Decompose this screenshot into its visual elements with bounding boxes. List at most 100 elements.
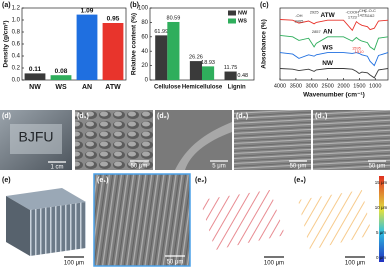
value-label: 80.59 (167, 15, 181, 21)
panel-label: (c) (260, 2, 269, 9)
sem-feature (175, 122, 232, 170)
transparent-wood (10, 124, 62, 154)
annotation: 1595 (352, 45, 362, 50)
series-label: ATW (320, 12, 335, 19)
y-tick-label: 1.2 (12, 6, 21, 12)
colorbar-label: 5 μm (376, 230, 386, 235)
panel-e2: (e₂) 100 μm (193, 174, 290, 267)
y-tick-label: 20 (141, 63, 148, 69)
panel-label: (d₄) (315, 113, 327, 120)
panel-label: (d₁) (77, 113, 89, 120)
x-tick-label: 3500 (290, 83, 302, 89)
y-tick-label: 40 (141, 49, 148, 55)
x-tick-label: Lignin (228, 85, 246, 91)
value-label: 11.75 (224, 65, 237, 71)
colorbar-label: 10 μm (375, 205, 388, 210)
spectrum-line (279, 34, 389, 51)
value-label: 1.09 (81, 7, 94, 14)
y-axis-label: Absorbance (%) (261, 19, 268, 68)
sem-image (155, 110, 232, 170)
panel-d4: (d₄) 50 μm (313, 110, 390, 170)
plot-frame (279, 7, 389, 81)
sem-image (234, 110, 311, 170)
x-tick-label: 1000 (369, 83, 381, 89)
y-tick-label: 0 (145, 78, 149, 84)
cube-front (30, 202, 86, 256)
bar (155, 35, 168, 80)
scale-text: 100 μm (64, 261, 84, 267)
series-label: AN (323, 29, 333, 36)
series-label: NW (322, 60, 334, 67)
x-tick-label: AN (82, 84, 92, 91)
annotation: 1162 (366, 13, 375, 18)
x-tick-label: Cellulose (154, 85, 181, 91)
scale-text: 50 μm (167, 260, 184, 266)
bar (50, 75, 72, 80)
scale-text: 100 μm (345, 261, 365, 267)
legend-label: NW (238, 10, 248, 16)
y-tick-label: 1.0 (12, 18, 21, 24)
render (298, 190, 372, 250)
scale-text: 100 μm (264, 261, 284, 267)
bar (224, 71, 237, 80)
annotation: 1723 (348, 14, 358, 19)
photo-text: BJFU (19, 129, 54, 145)
panel-label: (e) (2, 177, 11, 184)
panel-d3: (d₃) 50 μm (234, 110, 311, 170)
colorbar-label: 15 μm (375, 180, 388, 185)
value-label: 18.93 (201, 60, 215, 66)
panel-label: (d₂) (157, 113, 169, 120)
y-axis-label: Relative content (%) (131, 13, 138, 75)
x-tick-label: 4000 (274, 83, 286, 89)
value-label: 0.08 (55, 68, 68, 75)
x-tick-label: 2500 (322, 83, 334, 89)
annotation: -CH₂ (358, 8, 367, 13)
cube-side (6, 196, 30, 256)
y-tick-label: 0.8 (12, 30, 21, 36)
value-label: 26.26 (189, 55, 203, 61)
spectrum-line (279, 52, 389, 67)
panel-e3: (e₃) 100 μm 15 μm 10 μm 5 μm 0 μm (292, 174, 388, 267)
panel-d: BJFU (d) 1 cm (0, 110, 72, 171)
x-axis-label: Wavenumber (cm⁻¹) (303, 92, 365, 99)
y-tick-label: 100 (138, 6, 149, 12)
x-tick-label: 2000 (337, 83, 349, 89)
legend-swatch (228, 10, 236, 16)
y-tick-label: 0.2 (12, 66, 21, 72)
scale-text: 50 μm (290, 164, 307, 170)
spectrum-line (279, 19, 389, 32)
colorbar-label: 0 μm (376, 255, 386, 260)
bar (76, 14, 98, 81)
scale-text: 50 μm (131, 164, 148, 170)
x-tick-label: ATW (105, 84, 121, 91)
panel-label: (e₃) (294, 177, 306, 184)
x-tick-label: 3000 (306, 83, 318, 89)
x-tick-label: 1500 (353, 83, 365, 89)
y-tick-label: 0.4 (12, 54, 21, 60)
annotation: -OH (295, 13, 302, 18)
panel-label: (e₁) (97, 177, 108, 184)
scale-text: 50 μm (369, 164, 386, 170)
annotation: 2925 (310, 9, 320, 14)
panel-label: (d) (2, 113, 11, 120)
legend-label: WS (238, 18, 247, 24)
render (200, 190, 285, 250)
sem-image (313, 110, 390, 170)
annotation: 1510 (355, 49, 365, 54)
annotation: 2857 (312, 29, 322, 34)
bar (24, 73, 46, 80)
cube-top (6, 188, 86, 210)
value-label: 0.11 (29, 66, 42, 73)
series-label: WS (322, 44, 333, 51)
y-tick-label: 80 (141, 20, 148, 26)
spectrum-line (279, 68, 389, 79)
value-label: 0.95 (107, 16, 120, 23)
panel-label: (d₃) (236, 113, 248, 120)
sem-image (93, 173, 191, 267)
x-tick-label: Hemicellulose (182, 85, 223, 91)
panel-label: (e₂) (195, 177, 207, 184)
panel-d2: (d₂) 5 μm (155, 110, 232, 170)
annotation: -COOH (346, 9, 359, 14)
